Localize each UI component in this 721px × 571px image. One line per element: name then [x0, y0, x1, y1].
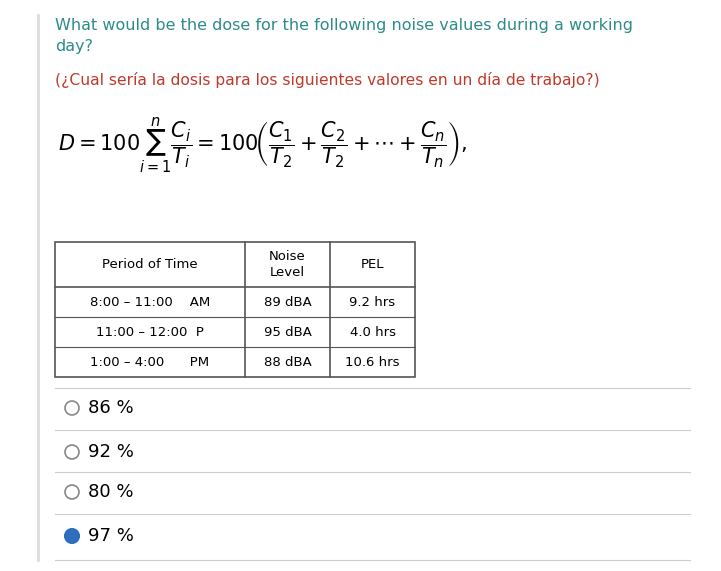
Circle shape	[65, 529, 79, 543]
Text: 10.6 hrs: 10.6 hrs	[345, 356, 399, 368]
Text: 92 %: 92 %	[88, 443, 134, 461]
Text: 9.2 hrs: 9.2 hrs	[350, 296, 396, 308]
Text: 86 %: 86 %	[88, 399, 133, 417]
Circle shape	[65, 401, 79, 415]
Text: 4.0 hrs: 4.0 hrs	[350, 325, 396, 339]
Text: 11:00 – 12:00  P: 11:00 – 12:00 P	[96, 325, 204, 339]
Bar	[55, 242, 415, 377]
Text: 89 dBA: 89 dBA	[264, 296, 311, 308]
Text: $D = 100\sum_{i=1}^{n}\dfrac{C_i}{T_i} = 100\!\left(\dfrac{C_1}{T_2} + \dfrac{C_: $D = 100\sum_{i=1}^{n}\dfrac{C_i}{T_i} =…	[58, 115, 467, 175]
Text: Period of Time: Period of Time	[102, 258, 198, 271]
Text: 80 %: 80 %	[88, 483, 133, 501]
Text: 8:00 – 11:00    AM: 8:00 – 11:00 AM	[90, 296, 210, 308]
Circle shape	[65, 445, 79, 459]
Circle shape	[65, 485, 79, 499]
Text: What would be the dose for the following noise values during a working
day?: What would be the dose for the following…	[55, 18, 633, 54]
Text: 88 dBA: 88 dBA	[264, 356, 311, 368]
Text: 97 %: 97 %	[88, 527, 134, 545]
Text: 1:00 – 4:00      PM: 1:00 – 4:00 PM	[90, 356, 210, 368]
Text: PEL: PEL	[360, 258, 384, 271]
Text: Noise
Level: Noise Level	[269, 250, 306, 279]
Text: 95 dBA: 95 dBA	[264, 325, 311, 339]
Text: (¿Cual sería la dosis para los siguientes valores en un día de trabajo?): (¿Cual sería la dosis para los siguiente…	[55, 72, 600, 88]
